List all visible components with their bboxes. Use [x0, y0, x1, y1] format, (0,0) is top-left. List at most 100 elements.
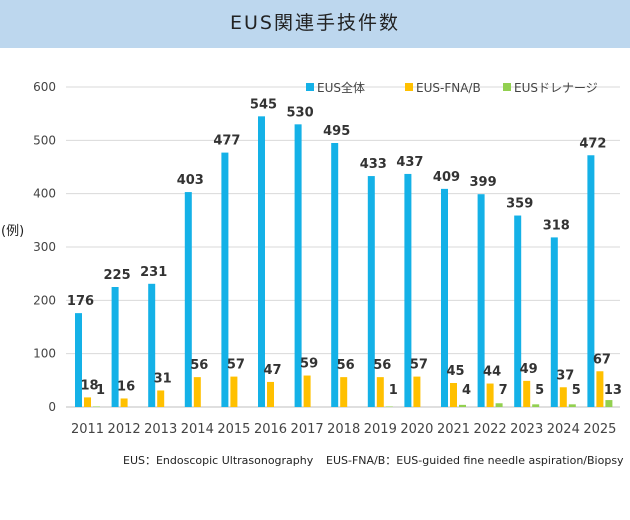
bar — [495, 403, 503, 407]
data-label: 437 — [396, 155, 423, 170]
x-tick-label: 2023 — [510, 422, 543, 437]
title-bar: EUS関連手技件数 — [0, 0, 630, 48]
x-tick-label: 2012 — [108, 422, 141, 437]
y-tick-label: 400 — [33, 187, 56, 201]
bar — [413, 376, 421, 407]
data-label: 37 — [556, 368, 574, 383]
x-tick-label: 2021 — [437, 422, 470, 437]
bar — [514, 215, 522, 407]
y-tick-label: 100 — [33, 347, 56, 361]
x-tick-label: 2016 — [254, 422, 287, 437]
bar — [450, 383, 457, 407]
bar — [605, 400, 613, 407]
data-label: 231 — [140, 265, 167, 280]
bar — [230, 376, 238, 407]
data-label: 5 — [572, 383, 581, 398]
bar — [441, 188, 448, 407]
y-unit-label: (例) — [1, 224, 24, 239]
gridlines — [66, 86, 620, 408]
x-tick-label: 2011 — [71, 422, 104, 437]
bar — [84, 397, 91, 407]
bar — [221, 152, 229, 407]
data-label: 13 — [604, 383, 622, 398]
data-labels: 1761812251623131403564775754547530594955… — [67, 97, 622, 398]
bar — [294, 124, 302, 407]
bar — [75, 313, 82, 407]
bar — [376, 377, 384, 407]
data-label: 57 — [227, 358, 245, 373]
x-tick-label: 2013 — [144, 422, 177, 437]
bar — [459, 404, 466, 407]
data-label: 56 — [373, 358, 391, 373]
data-label: 477 — [213, 134, 240, 149]
bar — [568, 404, 576, 407]
bar — [550, 237, 558, 407]
legend-label: EUSドレナージ — [514, 81, 598, 95]
data-label: 31 — [154, 371, 172, 386]
chart-title: EUS関連手技件数 — [230, 12, 400, 34]
bar — [331, 143, 339, 407]
data-label: 5 — [535, 383, 544, 398]
y-tick-label: 600 — [33, 80, 56, 94]
x-tick-label: 2015 — [217, 422, 250, 437]
data-label: 225 — [104, 268, 131, 283]
x-tick-label: 2014 — [181, 422, 214, 437]
bar — [559, 387, 567, 407]
legend-swatch — [306, 83, 314, 91]
data-label: 59 — [300, 357, 318, 372]
bar — [367, 176, 375, 407]
data-label: 4 — [462, 383, 471, 398]
bar — [477, 194, 485, 407]
footnote-eus: EUS：Endoscopic Ultrasonography — [123, 454, 314, 467]
bar — [587, 155, 595, 407]
data-label: 16 — [117, 379, 135, 394]
data-label: 403 — [177, 173, 204, 188]
bar — [486, 383, 494, 407]
bar — [532, 404, 540, 407]
data-label: 7 — [499, 383, 508, 398]
legend-label: EUS-FNA/B — [416, 81, 481, 95]
x-tick-label: 2018 — [327, 422, 360, 437]
data-label: 433 — [360, 157, 387, 172]
bar — [184, 192, 192, 407]
data-label: 49 — [520, 362, 538, 377]
data-label: 67 — [593, 352, 611, 367]
x-tick-label: 2017 — [291, 422, 324, 437]
legend: EUS全体 EUS-FNA/B EUSドレナージ — [306, 80, 598, 95]
data-label: 45 — [446, 364, 464, 379]
data-label: 1 — [389, 383, 398, 398]
y-tick-label: 300 — [33, 240, 56, 254]
data-label: 47 — [263, 363, 281, 378]
bar — [157, 390, 165, 407]
data-label: 18 — [80, 378, 98, 393]
data-label: 399 — [470, 175, 497, 190]
data-label: 359 — [506, 197, 533, 212]
legend-swatch — [503, 83, 511, 91]
x-tick-label: 2024 — [547, 422, 580, 437]
y-tick-label: 0 — [48, 400, 56, 414]
data-label: 44 — [483, 365, 501, 380]
bar — [111, 287, 119, 407]
data-label: 56 — [337, 358, 355, 373]
bar — [303, 375, 311, 407]
x-axis-ticks: 2011 2012 2013 2014 2015 2016 2017 2018 2019 2020… — [71, 422, 616, 437]
bar — [267, 381, 274, 407]
data-label: 56 — [190, 358, 208, 373]
y-tick-label: 200 — [33, 293, 56, 307]
legend-swatch — [405, 83, 413, 91]
bar — [523, 380, 531, 407]
data-label: 495 — [323, 124, 350, 139]
data-label: 530 — [287, 105, 314, 120]
bar — [120, 398, 128, 407]
footnote-eus-fnab: EUS-FNA/B：EUS-guided fine needle aspirat… — [326, 454, 624, 467]
bar — [385, 406, 393, 407]
bar — [596, 371, 604, 407]
y-axis-ticks: 0 100 200 300 400 500 600 — [33, 80, 56, 414]
data-label: 57 — [410, 358, 428, 373]
x-tick-label: 2020 — [400, 422, 433, 437]
bar — [93, 406, 100, 407]
bar — [404, 173, 412, 407]
bars — [75, 116, 613, 407]
data-label: 545 — [250, 97, 277, 112]
y-tick-label: 500 — [33, 133, 56, 147]
